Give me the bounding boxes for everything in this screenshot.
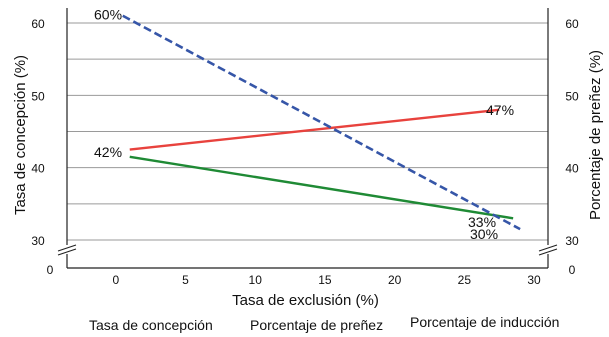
data-label-end: 47% (486, 102, 514, 118)
data-label-start: 42% (94, 144, 122, 160)
data-label-end: 30% (470, 226, 498, 242)
axis-break-mark (57, 244, 77, 252)
x-tick-label: 5 (182, 273, 189, 287)
axis-break-mark (57, 248, 77, 256)
x-tick-label: 0 (112, 273, 119, 287)
y-tick-label-right: 60 (565, 17, 579, 31)
y-axis-title-right: Porcentaje de preñez (%) (587, 50, 604, 220)
x-tick-label: 30 (527, 273, 541, 287)
y-tick-label-left: 30 (31, 234, 45, 248)
x-tick-label: 25 (458, 273, 472, 287)
y-tick-label-right: 50 (565, 89, 579, 103)
axis-break-gap (59, 245, 75, 254)
series-line-1 (129, 108, 500, 151)
legend-item-conception: Tasa de concepción (89, 317, 213, 333)
axis-break-mark (538, 244, 558, 252)
x-tick-label: 15 (318, 273, 332, 287)
chart-legend: Tasa de concepción Porcentaje de preñez … (0, 314, 609, 336)
y-tick-label-right: 30 (565, 234, 579, 248)
series-line-2 (122, 14, 521, 231)
y-tick-label-right: 40 (565, 162, 579, 176)
y-axis-title-left: Tasa de concepción (%) (12, 55, 29, 215)
data-label-end: 33% (468, 214, 496, 230)
legend-item-induction: Porcentaje de inducción (410, 314, 560, 330)
y-tick-label-left: 60 (31, 17, 45, 31)
y-tick-label-left: 40 (31, 162, 45, 176)
x-tick-label: 20 (388, 273, 402, 287)
data-label-start: 60% (94, 6, 122, 22)
y-origin-label-left: 0 (47, 263, 54, 277)
axis-break-mark (538, 248, 558, 256)
x-axis-title: Tasa de exclusión (%) (232, 292, 379, 309)
legend-item-pregnancy: Porcentaje de preñez (250, 317, 384, 333)
x-tick-label: 10 (249, 273, 263, 287)
y-origin-label-right: 0 (569, 263, 576, 277)
y-tick-label-left: 50 (31, 89, 45, 103)
axis-break-gap (540, 245, 556, 254)
series-line-0 (129, 155, 514, 220)
